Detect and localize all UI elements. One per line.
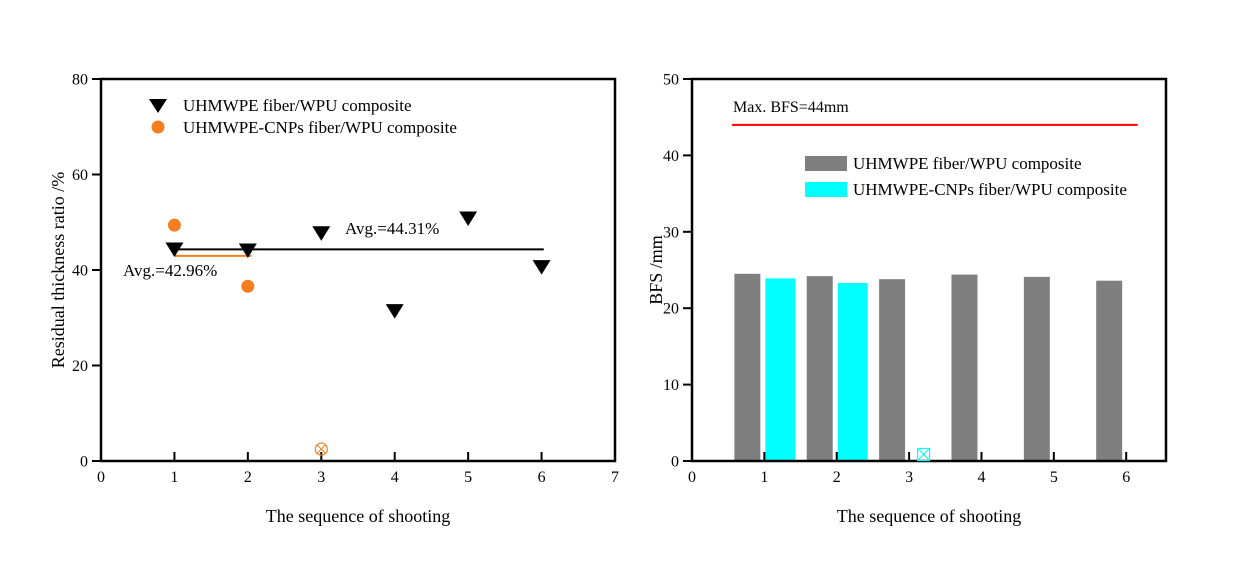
left-legend-label-uhmwpe-cnps: UHMWPE-CNPs fiber/WPU composite	[183, 118, 457, 137]
right-legend-label-uhmwpe: UHMWPE fiber/WPU composite	[853, 154, 1082, 173]
bar	[1096, 280, 1123, 461]
outlier-square-x-marker	[916, 447, 931, 462]
y-tick-label: 20	[72, 358, 88, 375]
bar	[734, 273, 761, 461]
right-legend-label-uhmwpe-cnps: UHMWPE-CNPs fiber/WPU composite	[853, 180, 1127, 199]
data-point-triangle	[238, 243, 257, 258]
outlier-x-stroke	[917, 448, 930, 461]
y-tick-label: 40	[663, 148, 679, 165]
y-tick-label: 0	[80, 454, 88, 471]
x-tick-label: 1	[170, 469, 178, 486]
x-tick-label: 2	[833, 469, 841, 486]
y-tick-label: 0	[671, 454, 679, 471]
x-tick-label: 5	[1050, 469, 1058, 486]
generated-chart-layer: 0 20 40 60 80 0 1 2 3 4 5 6 7 0 10 20 30 40 50 0 1 2 3 4 5 6	[72, 72, 1168, 486]
y-tick-label: 40	[72, 263, 88, 280]
x-tick-label: 4	[391, 469, 399, 486]
y-tick-label: 80	[72, 72, 88, 89]
x-tick-label: 5	[464, 469, 472, 486]
outlier-circle-x-marker	[314, 442, 328, 456]
x-tick-label: 6	[538, 469, 546, 486]
plot-frame	[690, 77, 1168, 463]
outlier-x-stroke	[316, 444, 326, 454]
bar	[879, 279, 906, 461]
left-legend-label-uhmwpe: UHMWPE fiber/WPU composite	[183, 96, 412, 115]
left-legend-triangle-icon	[149, 99, 167, 113]
x-tick-label: 7	[611, 469, 619, 486]
left-avg-orange-annotation: Avg.=42.96%	[123, 261, 217, 280]
data-point-triangle	[165, 242, 184, 257]
right-legend-gray-swatch	[805, 156, 847, 171]
bar	[837, 282, 868, 461]
left-avg-black-annotation: Avg.=44.31%	[345, 219, 439, 238]
bar	[951, 274, 978, 461]
data-point-triangle	[459, 211, 478, 226]
bar	[806, 276, 833, 461]
x-tick-label: 6	[1122, 469, 1130, 486]
x-tick-label: 4	[977, 469, 985, 486]
data-point-triangle	[312, 226, 331, 241]
x-tick-label: 0	[97, 469, 105, 486]
left-y-axis-title: Residual thickness ratio /%	[48, 172, 68, 368]
right-legend-cyan-swatch	[805, 182, 847, 197]
max-bfs-annotation: Max. BFS=44mm	[733, 99, 849, 116]
bar	[1023, 276, 1050, 461]
left-x-axis-title: The sequence of shooting	[266, 506, 450, 526]
x-tick-label: 1	[760, 469, 768, 486]
data-point-triangle	[532, 260, 551, 275]
right-x-axis-title: The sequence of shooting	[837, 506, 1021, 526]
x-tick-label: 3	[317, 469, 325, 486]
data-point-triangle	[385, 304, 404, 319]
y-tick-label: 60	[72, 167, 88, 184]
left-legend-circle-icon	[151, 120, 165, 134]
right-y-axis-title: BFS /mm	[646, 235, 666, 305]
y-tick-label: 30	[663, 224, 679, 241]
y-tick-label: 50	[663, 72, 679, 89]
x-tick-label: 2	[244, 469, 252, 486]
x-tick-label: 3	[905, 469, 913, 486]
data-point-circle	[241, 279, 255, 293]
data-point-circle	[167, 218, 181, 232]
y-tick-label: 20	[663, 301, 679, 318]
x-tick-label: 0	[688, 469, 696, 486]
y-tick-label: 10	[663, 377, 679, 394]
bar	[765, 278, 796, 461]
